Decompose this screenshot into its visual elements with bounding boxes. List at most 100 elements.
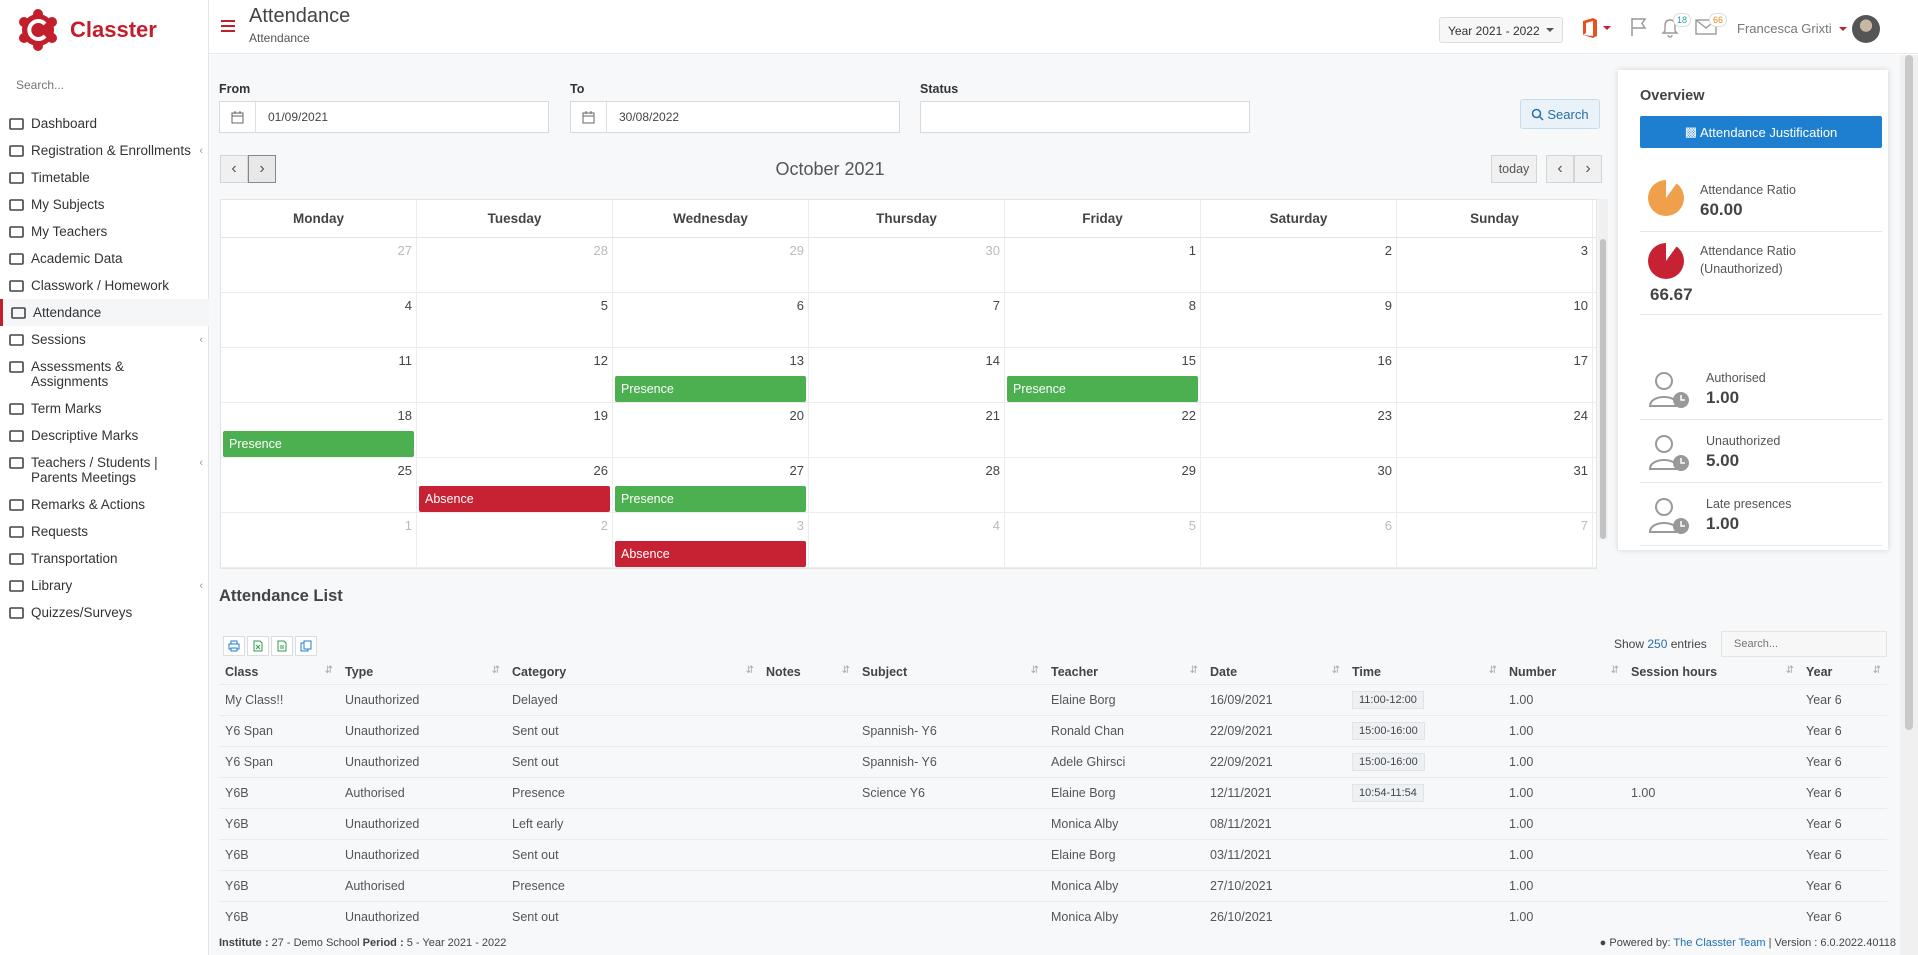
calendar-day[interactable]: 19 [417, 403, 613, 457]
calendar-today-button[interactable]: today [1491, 155, 1537, 183]
year-select[interactable]: Year 2021 - 2022 [1439, 17, 1563, 43]
calendar-scrollbar[interactable] [1598, 199, 1608, 539]
calendar-prev-month-button[interactable]: ‹ [1546, 155, 1574, 183]
calendar-day[interactable]: 18 Presence [221, 403, 417, 457]
table-row[interactable]: Y6 Span Unauthorized Sent out Spannish- Y6 A… [219, 745, 1887, 777]
user-name[interactable]: Francesca Grixti [1737, 21, 1832, 36]
sidebar-item-sessions[interactable]: Sessions ‹ [0, 326, 209, 353]
print-icon[interactable] [223, 636, 245, 656]
sidebar-item-transportation[interactable]: Transportation [0, 545, 209, 572]
calendar-day[interactable]: 9 [1201, 293, 1397, 347]
sidebar-item-dashboard[interactable]: Dashboard [0, 110, 209, 137]
calendar-day[interactable]: 3 [1397, 238, 1593, 292]
calendar-day[interactable]: 22 [1005, 403, 1201, 457]
calendar-day[interactable]: 23 [1201, 403, 1397, 457]
column-header[interactable]: Time [1346, 660, 1503, 684]
calendar-day[interactable]: 24 [1397, 403, 1593, 457]
calendar-day[interactable]: 6 [613, 293, 809, 347]
office-icon[interactable] [1581, 17, 1599, 39]
calendar-day[interactable]: 1 [1005, 238, 1201, 292]
presence-event[interactable]: Presence [1007, 376, 1198, 402]
status-select[interactable] [920, 101, 1250, 133]
flag-icon[interactable] [1629, 17, 1649, 37]
calendar-day[interactable]: 5 [1005, 513, 1201, 567]
calendar-day[interactable]: 29 [613, 238, 809, 292]
sidebar-item-requests[interactable]: Requests [0, 518, 209, 545]
calendar-prev-button[interactable]: ‹ [220, 155, 248, 183]
calendar-day[interactable]: 17 [1397, 348, 1593, 402]
sidebar-item-timetable[interactable]: Timetable [0, 164, 209, 191]
sidebar-item-my-subjects[interactable]: My Subjects [0, 191, 209, 218]
to-date-field[interactable]: 30/08/2022 [570, 101, 900, 133]
office-caret-icon[interactable] [1603, 26, 1611, 34]
calendar-day[interactable]: 13 Presence [613, 348, 809, 402]
calendar-day[interactable]: 5 [417, 293, 613, 347]
calendar-day[interactable]: 26 Absence [417, 458, 613, 512]
calendar-day[interactable]: 12 [417, 348, 613, 402]
calendar-day[interactable]: 1 [221, 513, 417, 567]
excel-export-icon[interactable] [247, 636, 269, 656]
calendar-day[interactable]: 7 [1397, 513, 1593, 567]
sidebar-item-quizzes-surveys[interactable]: Quizzes/Surveys [0, 599, 209, 626]
calendar-day[interactable]: 31 [1397, 458, 1593, 512]
absence-event[interactable]: Absence [419, 486, 610, 512]
calendar-icon[interactable] [220, 102, 256, 132]
calendar-day[interactable]: 2 [417, 513, 613, 567]
sidebar-item-library[interactable]: Library ‹ [0, 572, 209, 599]
column-header[interactable]: Number [1503, 660, 1625, 684]
calendar-day[interactable]: 16 [1201, 348, 1397, 402]
calendar-day[interactable]: 4 [809, 513, 1005, 567]
search-button[interactable]: Search [1520, 99, 1600, 129]
menu-toggle-icon[interactable] [221, 20, 235, 32]
calendar-day[interactable]: 25 [221, 458, 417, 512]
table-row[interactable]: My Class!! Unauthorized Delayed Elaine Borg… [219, 683, 1887, 715]
avatar[interactable] [1852, 15, 1880, 43]
sidebar-item-descriptive-marks[interactable]: Descriptive Marks [0, 422, 209, 449]
column-header[interactable]: Teacher [1045, 660, 1204, 684]
sidebar-item-classwork-homework[interactable]: Classwork / Homework [0, 272, 209, 299]
calendar-day[interactable]: 27 Presence [613, 458, 809, 512]
sidebar-item-my-teachers[interactable]: My Teachers [0, 218, 209, 245]
calendar-day[interactable]: 28 [809, 458, 1005, 512]
attendance-justification-button[interactable]: ▩ Attendance Justification [1640, 116, 1882, 148]
user-menu-caret-icon[interactable] [1839, 27, 1847, 35]
calendar-day[interactable]: 11 [221, 348, 417, 402]
table-row[interactable]: Y6B Authorised Presence Science Y6 Elaine Bo… [219, 776, 1887, 808]
presence-event[interactable]: Presence [615, 376, 806, 402]
calendar-day[interactable]: 30 [1201, 458, 1397, 512]
calendar-day[interactable]: 15 Presence [1005, 348, 1201, 402]
column-header[interactable]: Session hours [1625, 660, 1800, 684]
sidebar-item-teachers-students-parents-meetings[interactable]: Teachers / Students | Parents Meetings ‹ [0, 449, 209, 491]
sidebar-item-registration-enrollments[interactable]: Registration & Enrollments ‹ [0, 137, 209, 164]
calendar-day[interactable]: 28 [417, 238, 613, 292]
column-header[interactable]: Date [1204, 660, 1346, 684]
classter-team-link[interactable]: The Classter Team [1673, 937, 1766, 949]
column-header[interactable]: Notes [760, 660, 856, 684]
sidebar-item-term-marks[interactable]: Term Marks [0, 395, 209, 422]
table-row[interactable]: Y6B Authorised Presence Monica Alby 27/10/20… [219, 869, 1887, 901]
calendar-day[interactable]: 4 [221, 293, 417, 347]
presence-event[interactable]: Presence [615, 486, 806, 512]
page-size-select[interactable]: 250 [1647, 637, 1668, 651]
calendar-day[interactable]: 29 [1005, 458, 1201, 512]
calendar-next-button[interactable]: › [248, 155, 276, 183]
sidebar-item-remarks-actions[interactable]: Remarks & Actions [0, 491, 209, 518]
calendar-day[interactable]: 14 [809, 348, 1005, 402]
column-header[interactable]: Type [339, 660, 506, 684]
sidebar-item-assessments-assignments[interactable]: Assessments & Assignments [0, 353, 209, 395]
calendar-day[interactable]: 7 [809, 293, 1005, 347]
table-row[interactable]: Y6B Unauthorized Sent out Monica Alby 26/10/… [219, 900, 1887, 932]
csv-export-icon[interactable] [271, 636, 293, 656]
calendar-day[interactable]: 10 [1397, 293, 1593, 347]
calendar-day[interactable]: 20 [613, 403, 809, 457]
absence-event[interactable]: Absence [615, 541, 806, 567]
calendar-day[interactable]: 21 [809, 403, 1005, 457]
column-header[interactable]: Category [506, 660, 760, 684]
calendar-icon[interactable] [571, 102, 607, 132]
column-header[interactable]: Class [219, 660, 339, 684]
presence-event[interactable]: Presence [223, 431, 414, 457]
calendar-day[interactable]: 8 [1005, 293, 1201, 347]
table-row[interactable]: Y6 Span Unauthorized Sent out Spannish- Y6 R… [219, 714, 1887, 746]
calendar-day[interactable]: 27 [221, 238, 417, 292]
copy-icon[interactable] [295, 636, 317, 656]
